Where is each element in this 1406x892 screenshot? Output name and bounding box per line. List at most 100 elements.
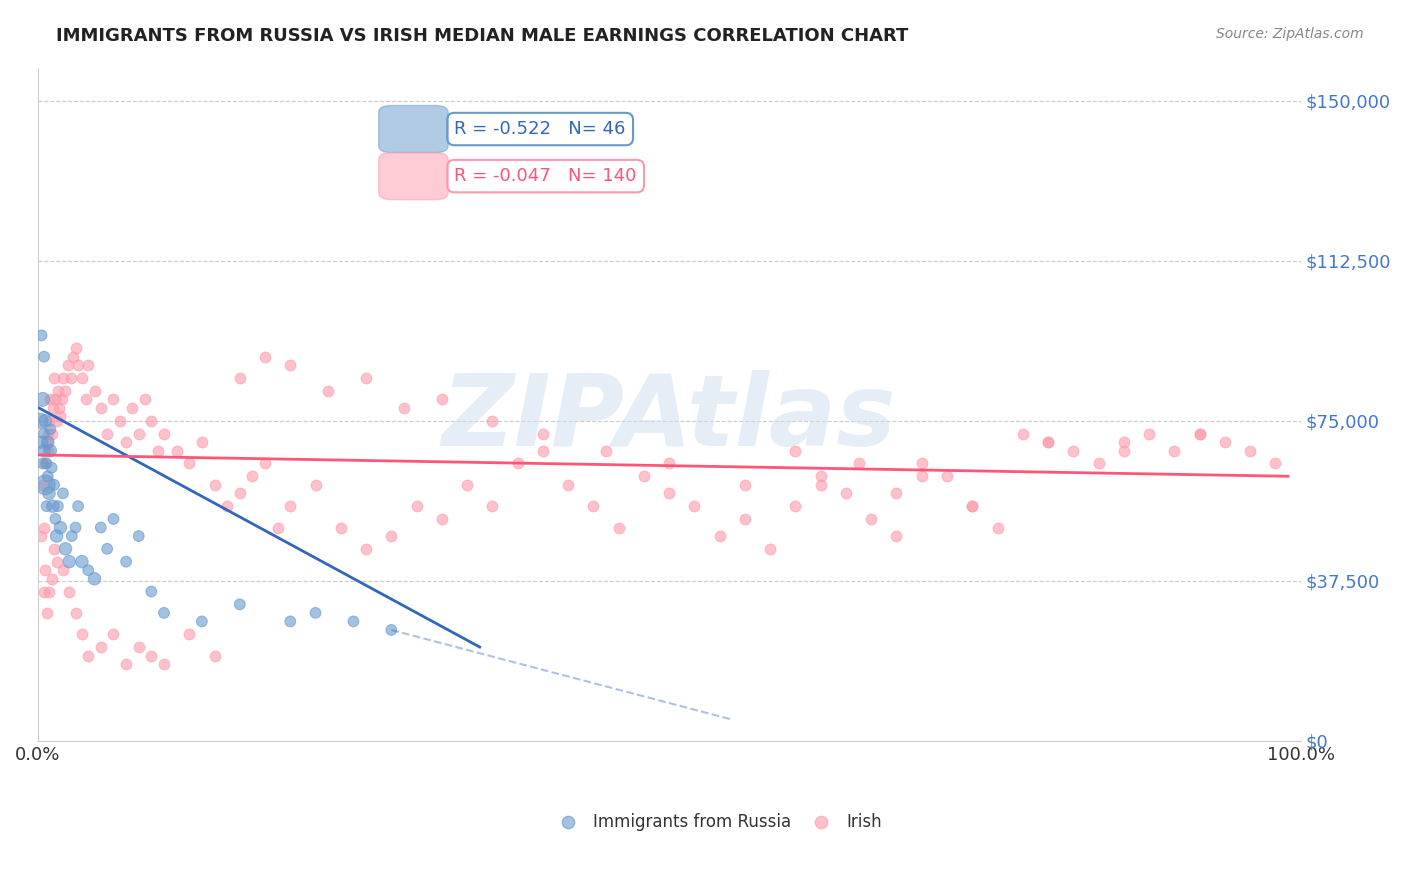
FancyBboxPatch shape — [378, 153, 449, 200]
Point — [55, 541, 77, 556]
Point — [59, 371, 82, 385]
Point — [278, 615, 301, 629]
Point — [204, 648, 226, 663]
Point — [242, 469, 264, 483]
Point — [316, 384, 339, 398]
Point — [32, 443, 55, 458]
Point — [557, 478, 579, 492]
Point — [936, 469, 959, 483]
Point — [278, 358, 301, 372]
Point — [1188, 426, 1211, 441]
Text: R = -0.047   N= 140: R = -0.047 N= 140 — [454, 167, 637, 186]
Point — [392, 401, 415, 415]
Point — [41, 460, 63, 475]
Point — [886, 529, 908, 543]
Point — [430, 392, 453, 407]
Point — [835, 486, 858, 500]
Point — [70, 555, 93, 569]
Point — [103, 627, 125, 641]
Point — [329, 520, 352, 534]
Text: IMMIGRANTS FROM RUSSIA VS IRISH MEDIAN MALE EARNINGS CORRELATION CHART: IMMIGRANTS FROM RUSSIA VS IRISH MEDIAN M… — [56, 27, 908, 45]
Point — [58, 555, 80, 569]
Point — [41, 426, 63, 441]
Point — [1036, 435, 1059, 450]
Point — [38, 486, 60, 500]
Point — [860, 512, 883, 526]
Point — [141, 584, 163, 599]
Point — [911, 469, 934, 483]
Point — [734, 512, 756, 526]
Point — [49, 520, 72, 534]
Point — [342, 615, 364, 629]
Point — [44, 392, 66, 407]
Point — [1137, 426, 1160, 441]
Point — [35, 606, 58, 620]
Point — [962, 499, 984, 513]
Point — [354, 371, 377, 385]
Point — [1112, 443, 1135, 458]
Point — [34, 414, 56, 428]
Point — [65, 520, 87, 534]
Point — [759, 541, 782, 556]
Point — [128, 529, 150, 543]
Point — [179, 457, 201, 471]
Point — [37, 443, 59, 458]
Point — [51, 392, 73, 407]
Point — [32, 426, 55, 441]
Point — [67, 499, 90, 513]
Point — [32, 520, 55, 534]
Point — [35, 499, 58, 513]
Point — [108, 414, 131, 428]
Point — [35, 435, 58, 450]
Point — [191, 615, 214, 629]
Point — [658, 457, 681, 471]
Point — [46, 499, 69, 513]
Point — [128, 640, 150, 654]
Point — [557, 734, 579, 748]
Point — [229, 371, 252, 385]
Point — [785, 443, 807, 458]
Point — [83, 572, 105, 586]
Point — [45, 414, 67, 428]
Point — [65, 606, 87, 620]
Point — [30, 435, 52, 450]
Point — [42, 499, 65, 513]
Point — [37, 426, 59, 441]
Point — [134, 392, 156, 407]
Point — [1062, 443, 1084, 458]
Point — [34, 457, 56, 471]
Point — [380, 623, 402, 637]
Point — [77, 563, 100, 577]
Text: Immigrants from Russia: Immigrants from Russia — [593, 813, 792, 830]
Point — [217, 499, 239, 513]
Point — [34, 478, 56, 492]
Point — [42, 541, 65, 556]
Point — [30, 414, 52, 428]
Point — [962, 499, 984, 513]
Point — [52, 486, 75, 500]
Point — [30, 328, 52, 343]
Point — [39, 422, 62, 436]
Point — [38, 584, 60, 599]
Point — [103, 392, 125, 407]
Point — [911, 457, 934, 471]
Point — [166, 443, 188, 458]
Point — [96, 541, 118, 556]
Point — [67, 358, 90, 372]
Point — [595, 443, 617, 458]
Point — [48, 401, 70, 415]
Point — [77, 648, 100, 663]
Point — [49, 409, 72, 424]
Point — [658, 486, 681, 500]
Point — [430, 512, 453, 526]
Point — [607, 520, 630, 534]
Point — [1239, 443, 1261, 458]
Point — [582, 499, 605, 513]
Point — [31, 392, 53, 407]
Point — [1087, 457, 1109, 471]
Point — [179, 627, 201, 641]
Point — [1011, 426, 1033, 441]
Text: R = -0.522   N= 46: R = -0.522 N= 46 — [454, 120, 626, 138]
Point — [304, 606, 326, 620]
Point — [1188, 426, 1211, 441]
